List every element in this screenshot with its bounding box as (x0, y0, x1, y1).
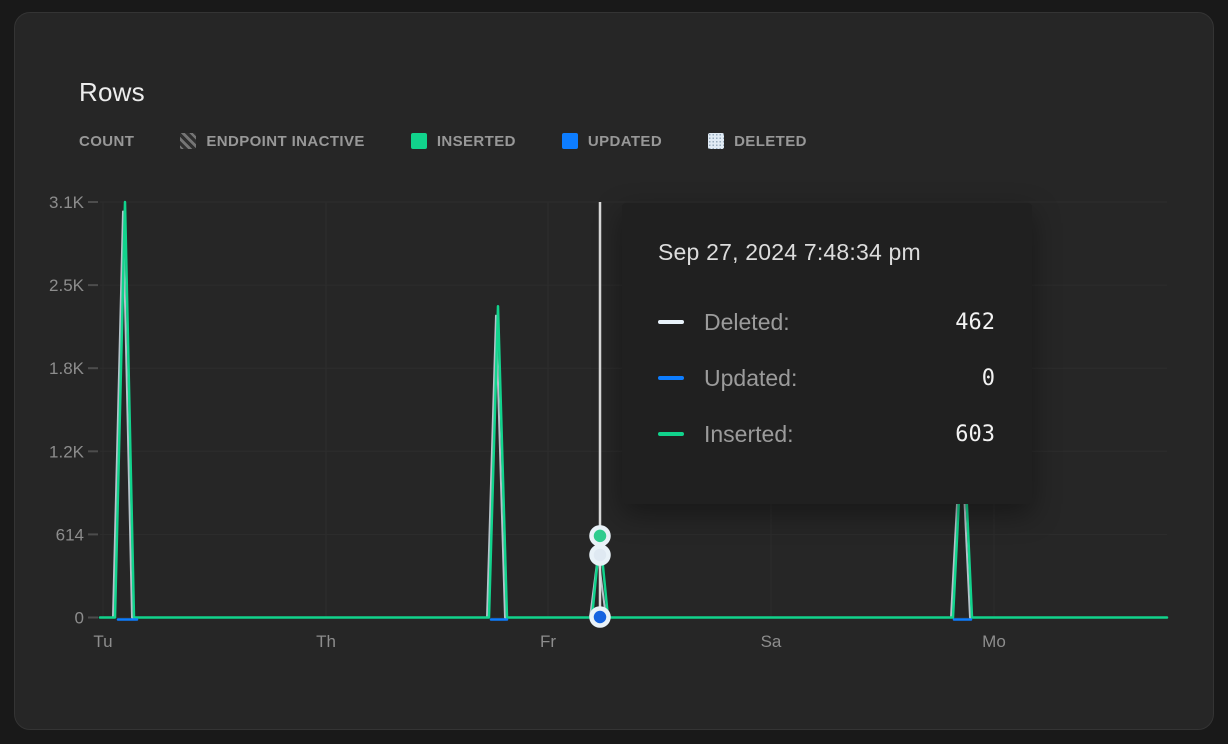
y-tick-label: 614 (56, 525, 84, 544)
x-tick-label: Fr (540, 632, 556, 651)
y-tick-label: 1.2K (49, 442, 85, 461)
tooltip-row-inserted: Inserted: 603 (658, 419, 995, 449)
legend-item-label: INSERTED (436, 132, 516, 150)
x-tick-label: Th (316, 632, 336, 651)
tooltip-timestamp: Sep 27, 2024 7:48:34 pm (658, 239, 921, 265)
legend-item-inserted[interactable]: INSERTED (410, 132, 516, 150)
legend-item-label: UPDATED (587, 132, 663, 150)
legend-count-label: COUNT (79, 132, 135, 150)
y-tick-label: 0 (75, 609, 84, 628)
panel-title: Rows (79, 77, 145, 107)
hover-dot-deleted (589, 544, 611, 566)
series-dash-icon (658, 319, 684, 325)
series-dash-icon (658, 431, 684, 437)
y-tick-label: 3.1K (49, 193, 85, 212)
tooltip-row-value: 0 (981, 365, 995, 391)
x-tick-label: Sa (761, 632, 782, 651)
x-tick-label: Mo (982, 632, 1006, 651)
legend-item-updated[interactable]: UPDATED (561, 132, 663, 150)
x-tick-label: Tu (93, 632, 112, 651)
y-tick-label: 1.8K (49, 359, 85, 378)
legend-item-endpoint-inactive[interactable]: ENDPOINT INACTIVE (180, 133, 364, 150)
series-dash-icon (658, 375, 684, 381)
tooltip-row-label: Inserted: (704, 420, 794, 447)
tooltip-row-updated: Updated: 0 (658, 363, 995, 393)
chart-tooltip: Sep 27, 2024 7:48:34 pm Deleted: 462 Updat… (622, 203, 1032, 504)
tooltip-row-label: Updated: (704, 364, 798, 391)
legend: COUNT ENDPOINT INACTIVE INSERTED UPDATED DE… (79, 130, 807, 152)
tooltip-row-label: Deleted: (704, 308, 790, 335)
legend-swatch-icon (708, 133, 725, 149)
tooltip-row-value: 603 (955, 421, 995, 447)
legend-swatch-icon (410, 133, 427, 149)
hover-dot-inserted (589, 525, 611, 547)
tooltip-row-deleted: Deleted: 462 (658, 307, 995, 337)
legend-item-label: DELETED (734, 132, 807, 150)
legend-swatch-icon (180, 133, 197, 149)
y-tick-label: 2.5K (49, 276, 85, 295)
hover-dot-updated (589, 606, 611, 628)
legend-swatch-icon (561, 133, 578, 149)
legend-item-label: ENDPOINT INACTIVE (206, 132, 365, 150)
tooltip-row-value: 462 (955, 309, 995, 335)
legend-item-deleted[interactable]: DELETED (708, 133, 807, 150)
